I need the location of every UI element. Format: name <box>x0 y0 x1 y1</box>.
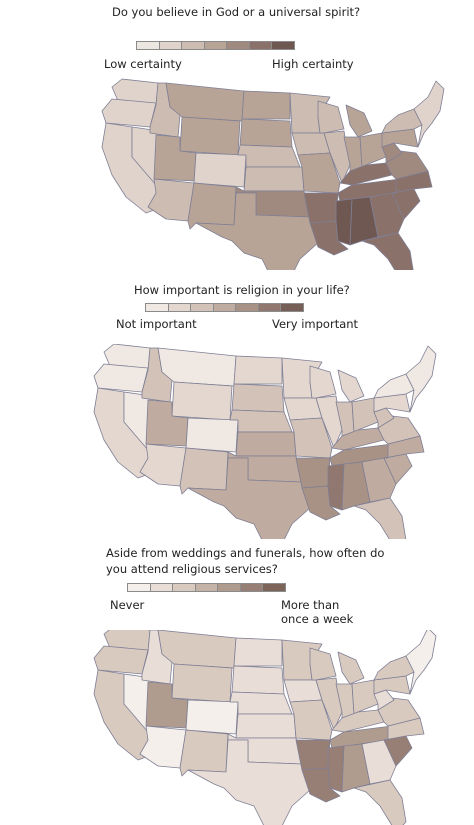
state-nebraska <box>229 409 293 433</box>
state-new-england <box>405 630 437 695</box>
state-michigan <box>337 651 365 685</box>
legend-swatch-6 <box>248 41 272 50</box>
state-oregon <box>93 363 149 393</box>
legend-swatch-5 <box>235 303 259 312</box>
legend-swatch-3 <box>181 41 205 50</box>
map-3-legend-high-label-line-1: More than <box>281 598 340 612</box>
state-new-mexico <box>187 182 237 230</box>
legend-swatch-4 <box>194 583 218 592</box>
legend-swatch-2 <box>149 583 173 592</box>
state-arizona <box>147 178 195 222</box>
map-3-title-line-1: Aside from weddings and funerals, how of… <box>106 546 385 560</box>
state-florida <box>361 232 414 270</box>
legend-swatch-7 <box>262 583 286 592</box>
state-north-dakota <box>233 355 283 385</box>
state-colorado <box>193 152 247 188</box>
legend-swatch-4 <box>212 303 236 312</box>
legend-swatch-7 <box>280 303 304 312</box>
state-texas <box>187 739 311 825</box>
map-1-us-states <box>101 78 445 270</box>
state-mississippi <box>327 745 345 793</box>
map-2-title: How important is religion in your life? <box>134 283 350 297</box>
state-nebraska <box>229 691 293 715</box>
state-illinois <box>315 395 343 449</box>
legend-swatch-5 <box>226 41 250 50</box>
state-new-mexico <box>179 729 229 777</box>
state-new-england <box>413 80 445 148</box>
map-3-legend-low-label: Never <box>110 598 145 612</box>
map-3-us-states <box>93 630 437 825</box>
state-south-dakota <box>231 383 285 413</box>
state-arkansas <box>295 457 331 489</box>
legend-swatch-2 <box>167 303 191 312</box>
state-north-dakota <box>241 90 291 120</box>
state-colorado <box>185 417 239 453</box>
state-north-dakota <box>233 637 283 667</box>
state-oregon <box>93 645 149 675</box>
map-1-legend-high-label: High certainty <box>272 57 354 71</box>
state-arkansas <box>295 739 331 771</box>
state-ohio <box>359 132 387 168</box>
state-arizona <box>139 725 187 769</box>
state-ohio <box>351 679 379 715</box>
state-colorado <box>185 699 239 735</box>
state-wisconsin <box>317 100 345 134</box>
legend-swatch-1 <box>145 303 169 312</box>
map-2-legend-high-label: Very important <box>272 317 359 331</box>
state-south-dakota <box>231 665 285 695</box>
state-wisconsin <box>309 647 337 681</box>
map-2-legend-low-label: Not important <box>116 317 197 331</box>
state-wyoming <box>171 381 233 421</box>
state-nebraska <box>237 144 301 168</box>
legend-swatch-3 <box>190 303 214 312</box>
state-georgia <box>361 739 397 785</box>
state-iowa <box>291 132 331 156</box>
legend-swatch-1 <box>127 583 151 592</box>
map-1-title: Do you believe in God or a universal spi… <box>112 5 361 19</box>
state-georgia <box>369 192 405 238</box>
state-kansas <box>235 431 297 457</box>
state-michigan <box>337 369 365 403</box>
legend-swatch-6 <box>239 583 263 592</box>
map-3-legend <box>127 583 286 592</box>
map-1-legend-low-label: Low certainty <box>104 57 182 71</box>
legend-swatch-6 <box>257 303 281 312</box>
state-iowa <box>283 397 323 421</box>
map-3-legend-high-label-line-2: once a week <box>281 612 354 626</box>
state-texas <box>187 457 311 539</box>
state-georgia <box>361 457 397 503</box>
state-arkansas <box>303 192 339 224</box>
state-wyoming <box>179 116 241 156</box>
state-south-dakota <box>239 118 293 148</box>
state-texas <box>195 192 319 270</box>
legend-swatch-4 <box>203 41 227 50</box>
state-florida <box>353 497 407 539</box>
state-oregon <box>101 98 157 128</box>
state-arizona <box>139 443 187 487</box>
state-illinois <box>323 130 351 184</box>
state-wisconsin <box>309 365 337 399</box>
state-florida <box>353 779 407 825</box>
legend-swatch-5 <box>217 583 241 592</box>
legend-swatch-2 <box>158 41 182 50</box>
legend-swatch-1 <box>136 41 160 50</box>
state-new-mexico <box>179 447 229 495</box>
map-3-title-line-2: you attend religious services? <box>106 562 278 576</box>
state-iowa <box>283 679 323 703</box>
state-kansas <box>243 166 305 192</box>
state-mississippi <box>335 198 353 246</box>
map-1-legend <box>136 41 295 50</box>
state-illinois <box>315 677 343 731</box>
state-mississippi <box>327 463 345 511</box>
map-2-us-states <box>93 344 437 539</box>
map-2-legend <box>145 303 304 312</box>
state-kansas <box>235 713 297 739</box>
legend-swatch-7 <box>271 41 295 50</box>
state-michigan <box>345 104 373 138</box>
state-new-england <box>405 345 437 413</box>
legend-swatch-3 <box>172 583 196 592</box>
state-ohio <box>351 397 379 433</box>
state-wyoming <box>171 663 233 703</box>
